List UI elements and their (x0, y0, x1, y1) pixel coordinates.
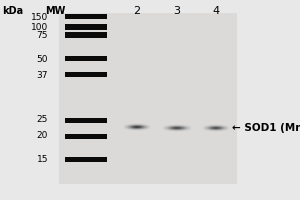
Bar (64, 32, 106, 38)
Bar (64, 72, 106, 77)
Text: 4: 4 (212, 6, 220, 16)
Text: 25: 25 (37, 116, 48, 124)
Bar (64, 56, 106, 61)
Bar (58, 13, 237, 184)
Text: ← SOD1 (Mn): ← SOD1 (Mn) (232, 123, 300, 133)
Text: 37: 37 (37, 71, 48, 79)
Text: kDa: kDa (2, 6, 23, 16)
Bar (64, 156, 106, 162)
Text: 100: 100 (31, 22, 48, 31)
Text: 150: 150 (31, 12, 48, 21)
Text: 15: 15 (37, 154, 48, 164)
Text: 50: 50 (37, 54, 48, 64)
Bar (64, 134, 106, 139)
Text: 75: 75 (37, 30, 48, 40)
Text: 2: 2 (133, 6, 140, 16)
Text: MW: MW (45, 6, 66, 16)
Bar (64, 24, 106, 29)
Bar (64, 14, 106, 19)
Text: 3: 3 (173, 6, 181, 16)
Text: 20: 20 (37, 132, 48, 140)
Bar (64, 117, 106, 122)
